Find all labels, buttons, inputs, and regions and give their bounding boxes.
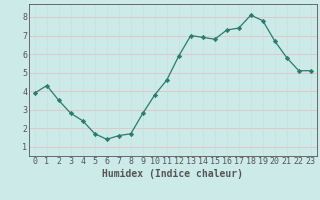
X-axis label: Humidex (Indice chaleur): Humidex (Indice chaleur) [102,169,243,179]
